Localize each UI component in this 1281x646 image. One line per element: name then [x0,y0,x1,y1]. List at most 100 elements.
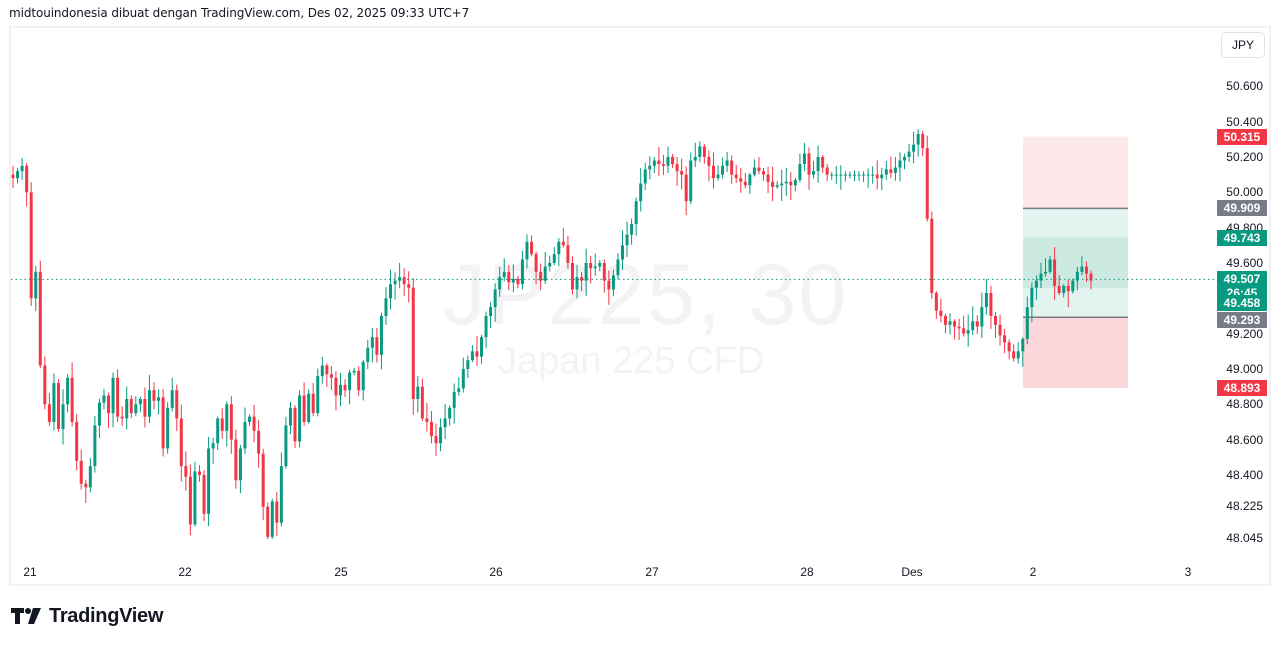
candle-body [475,351,479,357]
candle-body [329,374,333,378]
candle-body [675,164,679,172]
candle-body [425,418,429,422]
candle-body [29,192,33,299]
candle-body [611,275,615,290]
candle-body [334,377,338,396]
candle-body [270,501,274,537]
candle-body [361,361,365,391]
price-label-badge: 49.909 [1217,200,1267,217]
candle-body [975,321,979,327]
price-label-badge: 48.893 [1217,379,1267,396]
candle-body [111,377,115,414]
candle-body [711,165,715,179]
candle-body [548,262,552,267]
candle-body [689,160,693,202]
candle-body [202,474,206,514]
candle-body [138,399,142,405]
candle-body [498,277,502,290]
candle-body [25,165,29,193]
stop-zone-upper[interactable] [1023,136,1128,209]
stop-zone-lower[interactable] [1023,317,1128,388]
candle-body [716,174,720,179]
candle-body [784,181,788,184]
candle-body [125,399,129,419]
candle-body [843,174,847,176]
candle-body [925,148,929,219]
candle-body [357,370,361,391]
candle-body [188,476,192,525]
candle-body [134,404,138,414]
candle-body [748,174,752,186]
candle-body [379,315,383,355]
candle-body [907,151,911,157]
candle-body [984,293,988,308]
candle-body [120,416,124,419]
candle-body [429,421,433,437]
candle-body [193,471,197,525]
candle-body [802,153,806,165]
candle-body [1057,285,1061,293]
candle-body [47,404,51,422]
candle-body [248,416,252,422]
candle-body [443,418,447,428]
candle-body [1066,285,1070,292]
candle-body [461,368,465,389]
candle-body [61,404,65,430]
candle-body [1016,351,1020,359]
candle-body [11,174,15,179]
price-tick-label: 48.045 [1226,530,1263,545]
candle-body [652,160,656,166]
candle-body [338,384,342,396]
candle-body [862,174,866,176]
candle-body [780,183,784,186]
candle-body [875,174,879,179]
tradingview-logo-icon [11,608,41,624]
candle-body [175,390,179,419]
candle-body [1071,280,1075,292]
candle-body [943,315,947,325]
candle-body [129,399,133,414]
candle-body [393,280,397,285]
candle-body [439,427,443,444]
candle-body [821,156,825,168]
candle-body [957,326,961,329]
candle-body [743,181,747,186]
price-axis[interactable]: 50.600 50.400 50.200 50.000 49.800 49.600 49.2… [1214,28,1269,558]
candle-body [452,391,456,408]
candle-body [739,178,743,182]
candle-body [184,466,188,477]
candle-body [889,169,893,173]
chart-pane[interactable]: JP225, 30 Japan 225 CFD [11,28,1214,558]
candle-body [516,278,520,285]
candlestick-chart[interactable] [11,28,1214,558]
candle-body [580,277,584,281]
time-axis[interactable]: 21 22 25 26 27 28 Des 2 3 [11,560,1214,584]
candle-body [52,383,56,422]
candle-body [762,171,766,175]
candle-body [570,262,574,290]
candle-body [84,483,88,488]
candle-body [411,287,415,399]
price-tick-label: 48.225 [1226,498,1263,513]
candle-body [266,506,270,537]
candle-body [661,164,665,166]
candle-body [316,376,320,414]
currency-selector-button[interactable]: JPY [1221,32,1265,58]
candle-body [1053,259,1057,286]
candle-body [993,315,997,325]
candle-body [657,160,661,165]
candle-body [1003,335,1007,343]
candle-body [898,160,902,168]
candle-body [275,501,279,523]
candle-body [725,160,729,166]
candle-body [702,146,706,157]
candle-body [848,174,852,176]
candle-body [989,293,993,316]
candle-body [161,397,165,449]
candle-body [607,280,611,290]
candle-body [830,174,834,176]
tradingview-logo[interactable]: TradingView [11,604,163,628]
price-tick-label: 50.400 [1226,114,1263,129]
candle-body [352,370,356,373]
price-tick-label: 50.600 [1226,79,1263,94]
